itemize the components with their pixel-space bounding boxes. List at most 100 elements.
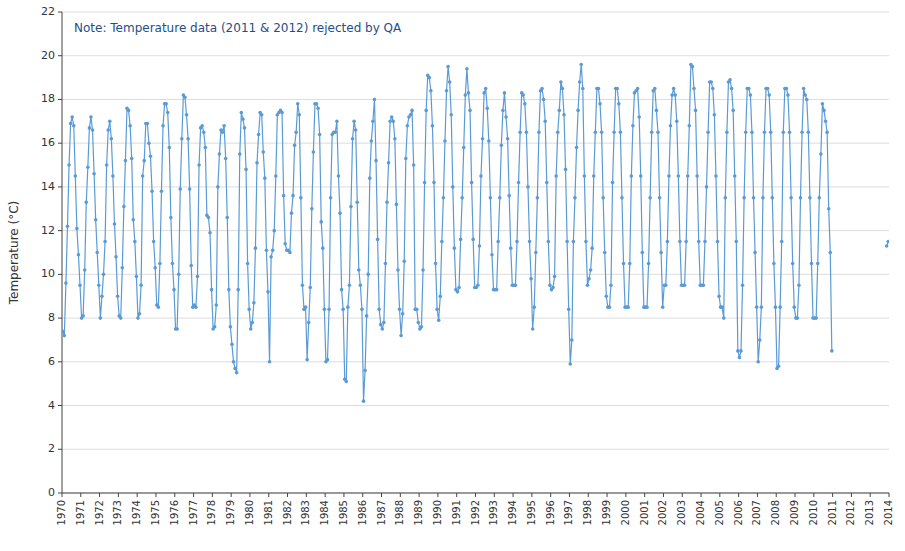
point xyxy=(498,196,502,200)
x-tick xyxy=(757,493,758,497)
y-tick-label: 2 xyxy=(48,442,55,455)
y-tick-label: 20 xyxy=(41,49,55,62)
point xyxy=(146,122,150,126)
grid-line xyxy=(62,55,889,56)
point xyxy=(672,87,676,91)
x-tick-label: 1987 xyxy=(376,500,387,525)
point xyxy=(241,117,245,121)
x-tick xyxy=(456,493,457,497)
point xyxy=(338,211,342,215)
point xyxy=(713,113,717,117)
grid-line xyxy=(62,405,889,406)
point xyxy=(359,283,363,287)
x-tick-label: 1990 xyxy=(432,500,443,525)
series-line xyxy=(63,64,888,401)
point xyxy=(824,120,828,124)
point xyxy=(641,251,645,255)
point xyxy=(280,111,284,115)
point xyxy=(677,174,681,178)
point xyxy=(509,246,513,250)
x-tick xyxy=(362,493,363,497)
point xyxy=(449,113,453,117)
point xyxy=(435,308,439,312)
x-tick-label: 2012 xyxy=(845,500,856,525)
point xyxy=(548,283,552,287)
point xyxy=(739,349,743,353)
x-tick xyxy=(306,493,307,497)
point xyxy=(742,196,746,200)
point xyxy=(362,399,366,403)
point xyxy=(395,203,399,207)
point xyxy=(489,196,493,200)
point xyxy=(496,240,500,244)
point xyxy=(631,124,635,128)
point xyxy=(542,98,546,102)
x-tick xyxy=(738,493,739,497)
point xyxy=(348,283,352,287)
point xyxy=(747,87,751,91)
point xyxy=(157,305,161,309)
point xyxy=(612,130,616,134)
axes: 0246810121416182022197019711972197319741… xyxy=(41,5,894,525)
point xyxy=(756,360,760,364)
point xyxy=(69,122,73,126)
x-tick xyxy=(644,493,645,497)
point xyxy=(335,120,339,124)
point xyxy=(525,130,529,134)
point xyxy=(536,196,540,200)
x-tick-label: 2008 xyxy=(770,500,781,525)
point xyxy=(769,130,773,134)
point xyxy=(177,273,181,277)
point xyxy=(62,329,65,333)
point xyxy=(819,152,823,156)
y-tick xyxy=(58,99,62,100)
point xyxy=(238,152,242,156)
point xyxy=(705,185,709,189)
x-tick xyxy=(588,493,589,497)
point xyxy=(766,87,770,91)
point xyxy=(401,312,405,316)
point xyxy=(451,185,455,189)
point xyxy=(827,207,831,211)
point xyxy=(604,294,608,298)
point xyxy=(297,113,301,117)
annotation: Note: Temperature data (2011 & 2012) rej… xyxy=(74,21,402,35)
point xyxy=(166,111,170,115)
point xyxy=(767,93,771,97)
point xyxy=(323,308,327,312)
point xyxy=(64,281,68,285)
x-tick-label: 2013 xyxy=(864,500,875,525)
point xyxy=(664,283,668,287)
point xyxy=(736,349,740,353)
point xyxy=(653,87,657,91)
point xyxy=(240,111,244,115)
point xyxy=(562,113,566,117)
point xyxy=(235,371,239,375)
x-tick xyxy=(249,493,250,497)
point xyxy=(515,240,519,244)
point xyxy=(448,80,452,84)
x-tick-label: 2002 xyxy=(657,500,668,525)
x-tick xyxy=(625,493,626,497)
x-tick xyxy=(212,493,213,497)
point xyxy=(77,253,81,257)
point xyxy=(81,314,85,318)
point xyxy=(404,157,408,161)
point xyxy=(695,174,699,178)
point xyxy=(760,305,764,309)
point xyxy=(349,205,353,209)
point xyxy=(421,268,425,272)
point xyxy=(135,275,139,279)
point xyxy=(637,115,641,119)
point xyxy=(741,283,745,287)
point xyxy=(603,251,607,255)
x-tick-label: 1974 xyxy=(131,500,142,525)
point xyxy=(592,174,596,178)
point xyxy=(437,318,441,322)
point xyxy=(294,130,298,134)
y-tick xyxy=(58,230,62,231)
point xyxy=(639,174,643,178)
x-tick-label: 2001 xyxy=(639,500,650,525)
y-tick-label: 18 xyxy=(41,92,55,105)
point xyxy=(774,305,778,309)
